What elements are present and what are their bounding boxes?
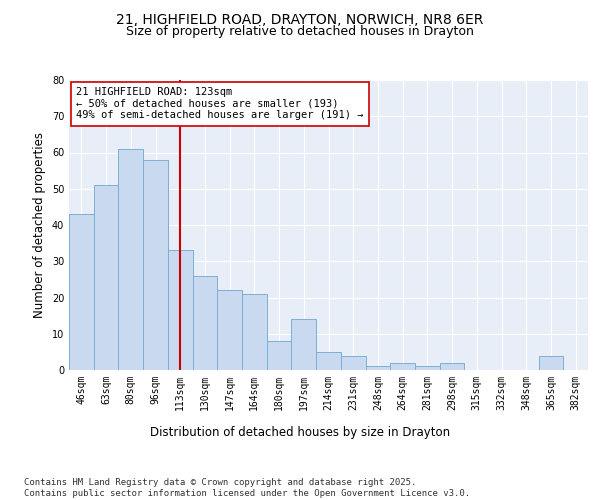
Bar	[292, 320, 316, 370]
Y-axis label: Number of detached properties: Number of detached properties	[33, 132, 46, 318]
Bar	[94, 185, 118, 370]
Bar	[539, 356, 563, 370]
Text: Size of property relative to detached houses in Drayton: Size of property relative to detached ho…	[126, 25, 474, 38]
Bar	[242, 294, 267, 370]
Bar	[365, 366, 390, 370]
Bar	[217, 290, 242, 370]
Text: Distribution of detached houses by size in Drayton: Distribution of detached houses by size …	[150, 426, 450, 439]
Bar	[341, 356, 365, 370]
Text: 21 HIGHFIELD ROAD: 123sqm
← 50% of detached houses are smaller (193)
49% of semi: 21 HIGHFIELD ROAD: 123sqm ← 50% of detac…	[76, 87, 364, 120]
Bar	[168, 250, 193, 370]
Bar	[415, 366, 440, 370]
Bar	[440, 363, 464, 370]
Bar	[69, 214, 94, 370]
Bar	[143, 160, 168, 370]
Bar	[316, 352, 341, 370]
Bar	[267, 341, 292, 370]
Bar	[193, 276, 217, 370]
Bar	[390, 363, 415, 370]
Bar	[118, 149, 143, 370]
Text: 21, HIGHFIELD ROAD, DRAYTON, NORWICH, NR8 6ER: 21, HIGHFIELD ROAD, DRAYTON, NORWICH, NR…	[116, 12, 484, 26]
Text: Contains HM Land Registry data © Crown copyright and database right 2025.
Contai: Contains HM Land Registry data © Crown c…	[24, 478, 470, 498]
